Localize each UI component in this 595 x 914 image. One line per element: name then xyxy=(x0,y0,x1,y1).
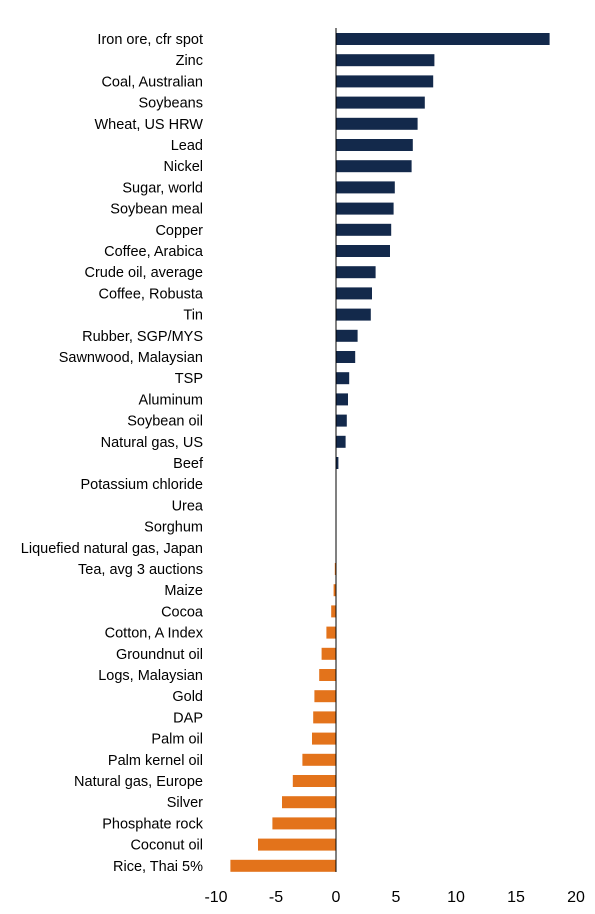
category-label-crude-oil-average: Crude oil, average xyxy=(85,265,204,281)
category-label-coal-australian: Coal, Australian xyxy=(101,74,203,90)
category-label-beef: Beef xyxy=(173,456,204,472)
x-tick-label: 0 xyxy=(332,889,341,906)
bar-sawnwood-malaysian xyxy=(336,351,356,363)
bar-rice-thai-5 xyxy=(230,859,336,872)
x-tick-labels: -10 -5 0 5 10 15 20 xyxy=(204,889,585,906)
category-label-tsp: TSP xyxy=(175,371,203,387)
x-tick-label: 10 xyxy=(447,889,465,906)
bar-palm-oil xyxy=(312,732,336,745)
category-label-maize: Maize xyxy=(164,583,203,599)
category-label-soybean-meal: Soybean meal xyxy=(110,202,203,218)
category-label-natural-gas-europe: Natural gas, Europe xyxy=(74,774,203,790)
bar-aluminum xyxy=(336,393,348,406)
bar-zinc xyxy=(336,54,435,67)
category-label-groundnut-oil: Groundnut oil xyxy=(116,647,203,663)
bar-silver xyxy=(282,796,336,809)
category-label-sawnwood-malaysian: Sawnwood, Malaysian xyxy=(59,350,203,366)
category-label-phosphate-rock: Phosphate rock xyxy=(102,816,204,832)
category-label-sorghum: Sorghum xyxy=(144,520,203,536)
category-label-copper: Copper xyxy=(155,223,203,239)
category-label-coconut-oil: Coconut oil xyxy=(130,838,203,854)
bar-coffee-robusta xyxy=(336,287,372,300)
category-label-soybean-oil: Soybean oil xyxy=(127,414,203,430)
bar-nickel xyxy=(336,160,412,173)
bar-natural-gas-us xyxy=(336,435,346,448)
bar-maize xyxy=(333,584,336,597)
bar-coal-australian xyxy=(336,75,434,88)
bar-sugar-world xyxy=(336,181,395,194)
bar-groundnut-oil xyxy=(321,647,336,660)
bar-soybeans xyxy=(336,96,425,109)
bar-coconut-oil xyxy=(258,838,336,851)
bar-tea-avg-3-auctions xyxy=(334,563,336,575)
category-label-palm-kernel-oil: Palm kernel oil xyxy=(108,753,203,769)
x-tick-label: 15 xyxy=(507,889,525,906)
category-label-cotton-a-index: Cotton, A Index xyxy=(105,626,204,642)
bar-soybean-meal xyxy=(336,202,394,215)
bar-crude-oil-average xyxy=(336,266,376,279)
bar-copper xyxy=(336,223,392,236)
bar-cotton-a-index xyxy=(326,626,336,639)
category-label-natural-gas-us: Natural gas, US xyxy=(101,435,203,451)
category-label-palm-oil: Palm oil xyxy=(151,732,203,748)
category-label-rice-thai-5: Rice, Thai 5% xyxy=(113,859,203,875)
category-label-silver: Silver xyxy=(167,795,203,811)
bar-palm-kernel-oil xyxy=(302,753,336,766)
category-label-potassium-chloride: Potassium chloride xyxy=(81,477,204,493)
category-label-gold: Gold xyxy=(172,689,203,705)
bar-natural-gas-europe xyxy=(292,775,336,787)
bar-logs-malaysian xyxy=(319,669,336,681)
bar-soybean-oil xyxy=(336,414,347,427)
category-label-logs-malaysian: Logs, Malaysian xyxy=(98,668,203,684)
bars-layer xyxy=(230,33,550,872)
category-label-dap: DAP xyxy=(173,710,203,726)
x-tick-label: -10 xyxy=(204,889,227,906)
category-label-rubber-sgp-mys: Rubber, SGP/MYS xyxy=(82,329,203,345)
category-label-soybeans: Soybeans xyxy=(139,96,204,112)
category-label-aluminum: Aluminum xyxy=(139,392,203,408)
category-label-tea-avg-3-auctions: Tea, avg 3 auctions xyxy=(78,562,203,578)
category-label-cocoa: Cocoa xyxy=(161,604,204,620)
bar-cocoa xyxy=(331,605,336,618)
x-tick-label: 5 xyxy=(392,889,401,906)
bar-iron-ore-cfr-spot xyxy=(336,33,550,45)
bar-phosphate-rock xyxy=(272,817,336,830)
category-label-coffee-robusta: Coffee, Robusta xyxy=(98,286,203,302)
category-label-sugar-world: Sugar, world xyxy=(122,180,203,196)
category-label-tin: Tin xyxy=(183,308,203,324)
bar-beef xyxy=(336,457,339,469)
category-labels: Iron ore, cfr spot Zinc Coal, Australian So… xyxy=(21,32,204,875)
bar-dap xyxy=(313,711,336,724)
category-label-lead: Lead xyxy=(171,138,203,154)
category-label-coffee-arabica: Coffee, Arabica xyxy=(104,244,204,260)
bar-wheat-us-hrw xyxy=(336,117,418,130)
category-label-liquefied-natural-gas-japan: Liquefied natural gas, Japan xyxy=(21,541,203,557)
bar-tin xyxy=(336,308,371,321)
category-label-nickel: Nickel xyxy=(164,159,203,175)
category-label-urea: Urea xyxy=(172,498,204,514)
x-tick-label: 20 xyxy=(567,889,585,906)
bar-gold xyxy=(314,690,336,703)
bar-rubber-sgp-mys xyxy=(336,329,358,342)
category-label-iron-ore-cfr-spot: Iron ore, cfr spot xyxy=(97,32,203,48)
bar-tsp xyxy=(336,372,350,385)
x-tick-label: -5 xyxy=(269,889,283,906)
bar-lead xyxy=(336,139,413,151)
bar-coffee-arabica xyxy=(336,245,390,257)
category-label-wheat-us-hrw: Wheat, US HRW xyxy=(94,117,203,133)
category-label-zinc: Zinc xyxy=(176,53,203,69)
